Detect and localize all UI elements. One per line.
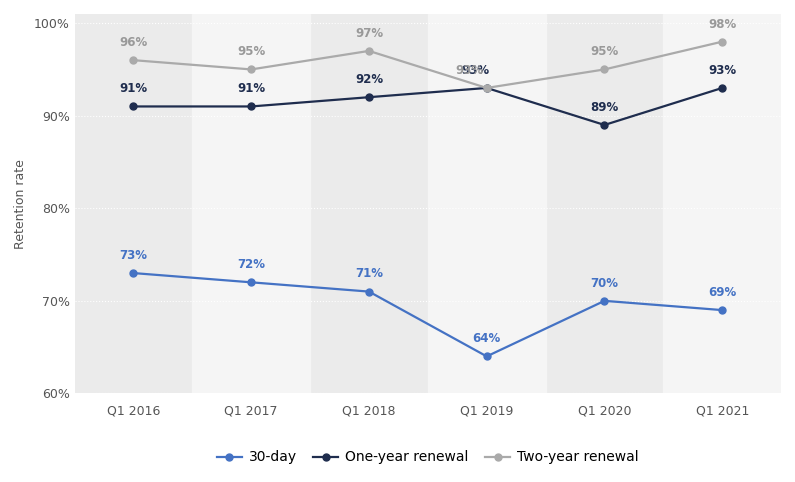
Text: 73%: 73%	[119, 249, 147, 262]
Text: 72%: 72%	[237, 258, 266, 271]
Bar	[663, 14, 781, 393]
Text: 97%: 97%	[355, 27, 383, 40]
Y-axis label: Retention rate: Retention rate	[14, 159, 27, 249]
Text: 91%: 91%	[119, 82, 148, 95]
Text: 96%: 96%	[119, 36, 148, 49]
Text: 95%: 95%	[591, 45, 619, 58]
Text: 89%: 89%	[591, 101, 619, 114]
Text: 64%: 64%	[472, 332, 501, 345]
Text: 92%: 92%	[355, 73, 383, 86]
Text: 71%: 71%	[355, 268, 383, 281]
Bar	[428, 14, 545, 393]
Text: 70%: 70%	[591, 277, 619, 290]
Text: 93%: 93%	[455, 64, 483, 77]
Legend: 30-day, One-year renewal, Two-year renewal: 30-day, One-year renewal, Two-year renew…	[211, 445, 645, 470]
Text: 91%: 91%	[237, 82, 266, 95]
Text: 95%: 95%	[237, 45, 266, 58]
Text: 98%: 98%	[708, 17, 736, 30]
Text: 69%: 69%	[708, 286, 736, 299]
Bar	[192, 14, 310, 393]
Text: 93%: 93%	[708, 64, 736, 77]
Text: 93%: 93%	[461, 64, 489, 77]
